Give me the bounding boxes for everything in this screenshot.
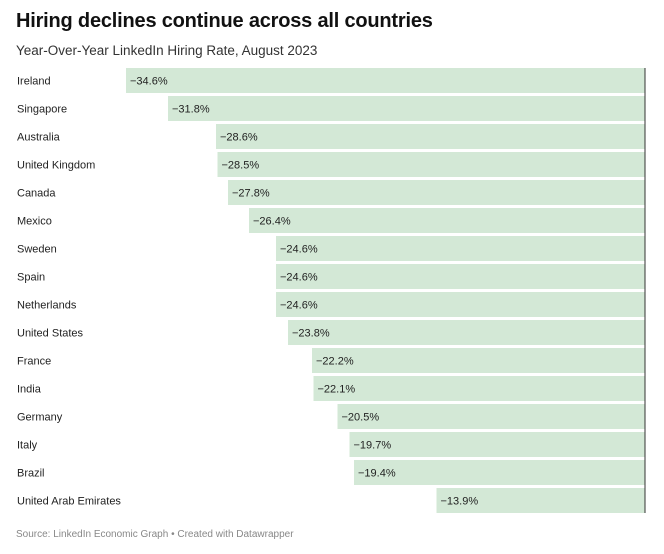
value-label: −24.6% [280, 272, 318, 284]
bar-netherlands [276, 292, 645, 317]
value-label: −13.9% [441, 496, 479, 508]
category-label: Canada [17, 188, 56, 200]
bar-united-arab-emirates [436, 488, 645, 513]
value-label: −31.8% [172, 104, 210, 116]
category-label: Sweden [17, 244, 57, 256]
category-label: France [17, 356, 51, 368]
category-label: Netherlands [17, 300, 77, 312]
category-label: United Kingdom [17, 160, 95, 172]
category-label: Spain [17, 272, 45, 284]
value-label: −34.6% [130, 76, 168, 88]
bar-germany [337, 404, 645, 429]
bar-italy [349, 432, 645, 457]
value-label: −28.5% [222, 160, 260, 172]
value-label: −22.1% [318, 384, 356, 396]
category-label: Brazil [17, 468, 45, 480]
bar-spain [276, 264, 645, 289]
bar-united-states [288, 320, 645, 345]
bar-france [312, 348, 645, 373]
category-label: Ireland [17, 76, 51, 88]
category-label: United States [17, 328, 84, 340]
chart-subtitle: Year-Over-Year LinkedIn Hiring Rate, Aug… [16, 43, 318, 58]
category-label: Singapore [17, 104, 67, 116]
value-label: −26.4% [253, 216, 291, 228]
value-label: −20.5% [342, 412, 380, 424]
bar-singapore [168, 96, 645, 121]
bar-united-kingdom [217, 152, 645, 177]
value-label: −23.8% [292, 328, 330, 340]
category-label: Mexico [17, 216, 52, 228]
category-label: India [17, 384, 42, 396]
value-label: −19.7% [354, 440, 392, 452]
category-label: Germany [17, 412, 63, 424]
bar-canada [228, 180, 645, 205]
value-label: −24.6% [280, 300, 318, 312]
value-label: −28.6% [220, 132, 258, 144]
value-label: −24.6% [280, 244, 318, 256]
category-label: United Arab Emirates [17, 496, 121, 508]
bar-india [313, 376, 645, 401]
bar-sweden [276, 236, 645, 261]
bar-australia [216, 124, 645, 149]
bar-chart: Ireland −34.6% Singapore −31.8% Australia −28… [17, 68, 646, 513]
category-label: Italy [17, 440, 38, 452]
chart-title: Hiring declines continue across all coun… [16, 10, 433, 32]
value-label: −22.2% [316, 356, 354, 368]
category-label: Australia [17, 132, 61, 144]
bar-mexico [249, 208, 645, 233]
source-note: Source: LinkedIn Economic Graph • Create… [16, 529, 294, 540]
bar-ireland [126, 68, 645, 93]
value-label: −19.4% [358, 468, 396, 480]
value-label: −27.8% [232, 188, 270, 200]
bar-brazil [354, 460, 645, 485]
